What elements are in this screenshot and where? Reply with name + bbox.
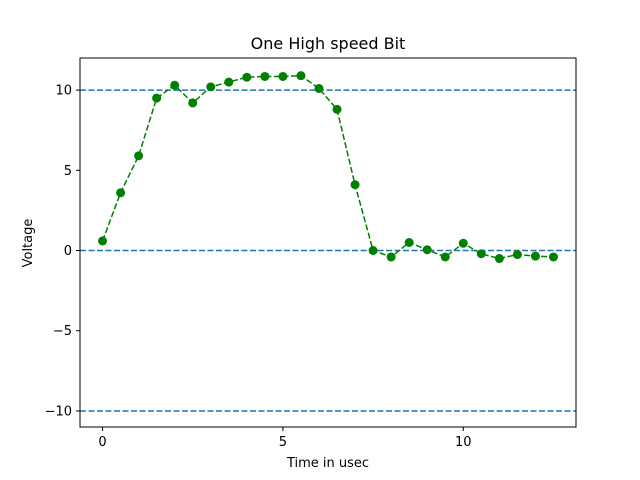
data-point bbox=[242, 72, 252, 82]
x-tick-label: 10 bbox=[455, 435, 472, 450]
data-point bbox=[224, 77, 234, 87]
data-point bbox=[188, 98, 198, 108]
data-point bbox=[332, 104, 342, 114]
data-point bbox=[170, 80, 180, 90]
data-point bbox=[512, 250, 522, 260]
data-point bbox=[98, 236, 108, 246]
y-tick-label: 0 bbox=[64, 244, 72, 259]
data-point bbox=[206, 82, 216, 92]
data-point bbox=[404, 238, 414, 247]
data-point bbox=[476, 249, 486, 259]
data-point bbox=[422, 245, 432, 255]
data-point bbox=[494, 254, 504, 264]
data-point bbox=[116, 188, 126, 198]
data-point bbox=[278, 71, 288, 81]
data-point bbox=[386, 252, 396, 262]
data-point bbox=[548, 252, 558, 262]
x-tick-label: 5 bbox=[279, 435, 287, 450]
data-point bbox=[368, 246, 378, 256]
y-tick-label: −10 bbox=[45, 404, 72, 419]
data-point bbox=[350, 180, 360, 190]
data-point bbox=[440, 252, 450, 262]
data-point bbox=[530, 251, 540, 261]
data-point bbox=[134, 151, 144, 161]
x-axis-label: Time in usec bbox=[286, 456, 369, 471]
series-line-0 bbox=[101, 74, 554, 260]
y-tick-label: −5 bbox=[53, 324, 72, 339]
x-tick-label: 0 bbox=[98, 435, 106, 450]
y-tick-label: 5 bbox=[64, 164, 72, 179]
axis-ticks: 0 5 10 −10 −5 0 5 10 bbox=[45, 84, 472, 450]
y-tick-label: 10 bbox=[55, 84, 72, 99]
data-point bbox=[260, 71, 270, 81]
data-point bbox=[296, 71, 306, 81]
data-point bbox=[314, 83, 324, 93]
data-point bbox=[458, 238, 468, 248]
y-axis-label: Voltage bbox=[21, 219, 36, 268]
data-point bbox=[152, 93, 162, 103]
chart-title: One High speed Bit bbox=[251, 34, 406, 53]
plot-area bbox=[80, 71, 576, 412]
plot-frame bbox=[79, 57, 577, 428]
